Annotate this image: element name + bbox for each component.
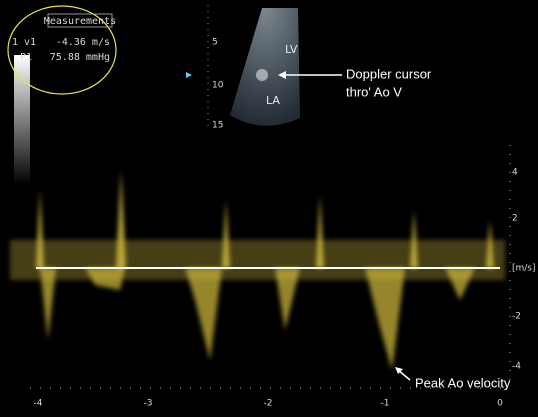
time-tick-label: 0 [497, 399, 503, 409]
depth-tick-label: 10 [212, 81, 224, 91]
echo-valve [256, 69, 268, 81]
velocity-tick-label: 4 [512, 168, 518, 178]
time-tick-label: -3 [144, 399, 153, 409]
annotation: thro' Ao V [346, 84, 402, 99]
velocity-tick-label: -4 [512, 362, 521, 372]
velocity-tick-label: [m/s] [512, 264, 536, 274]
annotation: Peak Ao velocity [415, 375, 511, 390]
measurement-label: 1 v1 [12, 37, 36, 48]
velocity-tick-label: 2 [512, 214, 518, 224]
time-tick-label: -2 [264, 399, 273, 409]
depth-tick-label: 5 [212, 38, 218, 48]
spectrum-band [10, 240, 505, 280]
time-tick-label: -1 [381, 399, 390, 409]
echo-label: LV [285, 43, 298, 56]
measurement-value: 75.88 mmHg [50, 52, 110, 63]
echo-label: LA [266, 94, 280, 107]
velocity-tick-label: -2 [512, 312, 521, 322]
measurement-title: Measurements [44, 16, 116, 27]
measurement-value: -4.36 m/s [56, 37, 110, 48]
depth-tick-label: 15 [212, 121, 223, 131]
measurement-label: P1 [20, 52, 32, 63]
annotation: Doppler cursor [346, 66, 432, 81]
time-tick-label: -4 [34, 399, 43, 409]
doppler-screen: Measurements 1 v1 -4.36 m/s P1 75.88 mmH… [0, 0, 538, 417]
page: {"measurements": {"title": "Measurements… [0, 0, 538, 417]
